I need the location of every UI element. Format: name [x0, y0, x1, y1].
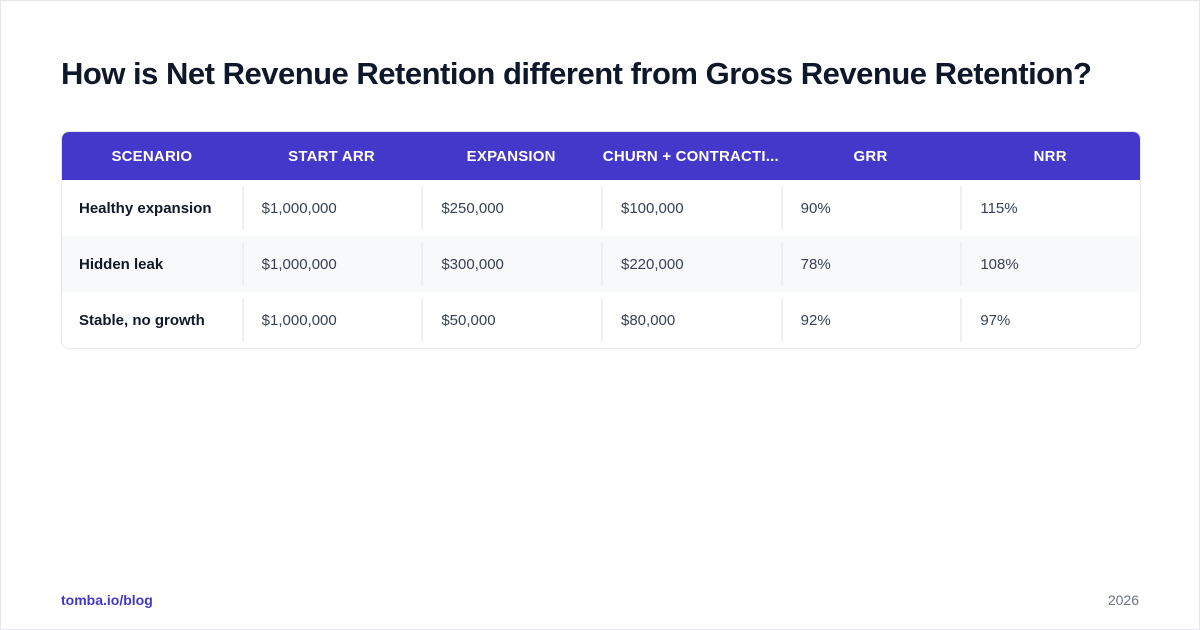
cell-grr: 90% [780, 186, 961, 230]
table-header: SCENARIO START ARR EXPANSION CHURN + CON… [62, 132, 1140, 180]
page-title: How is Net Revenue Retention different f… [61, 56, 1092, 91]
header-label: GRR [853, 147, 888, 165]
source-link[interactable]: tomba.io/blog [61, 592, 153, 608]
cell-grr: 78% [780, 242, 961, 286]
cell-scenario: Healthy expansion [79, 199, 212, 217]
comparison-table: SCENARIO START ARR EXPANSION CHURN + CON… [61, 131, 1141, 349]
cell-churn: $220,000 [601, 242, 781, 286]
cell-grr: 92% [780, 298, 961, 342]
table-row: Healthy expansion $1,000,000 $250,000 $1… [62, 180, 1140, 236]
cell-start-arr: $1,000,000 [241, 186, 422, 230]
cell-start-arr: $1,000,000 [241, 242, 422, 286]
cell-nrr: 108% [960, 242, 1140, 286]
cell-scenario: Hidden leak [79, 255, 164, 273]
header-churn-contraction: CHURN + CONTRACTI... [601, 132, 781, 180]
header-start-arr: START ARR [242, 132, 422, 180]
header-expansion: EXPANSION [421, 132, 601, 180]
cell-churn: $100,000 [601, 186, 781, 230]
header-grr: GRR [781, 132, 961, 180]
table-row: Hidden leak $1,000,000 $300,000 $220,000… [62, 236, 1140, 292]
header-nrr: NRR [960, 132, 1140, 180]
cell-churn: $80,000 [601, 298, 781, 342]
cell-start-arr: $1,000,000 [241, 298, 422, 342]
table-row: Stable, no growth $1,000,000 $50,000 $80… [62, 292, 1140, 348]
header-scenario: SCENARIO [62, 132, 242, 180]
year-label: 2026 [1107, 592, 1139, 608]
cell-scenario: Stable, no growth [79, 311, 205, 329]
header-label: EXPANSION [466, 147, 556, 165]
cell-expansion: $50,000 [421, 298, 601, 342]
cell-nrr: 97% [960, 298, 1140, 342]
header-label: CHURN + CONTRACTI... [602, 147, 779, 165]
header-label: START ARR [288, 147, 375, 165]
header-label: NRR [1033, 147, 1067, 165]
cell-expansion: $250,000 [421, 186, 601, 230]
cell-expansion: $300,000 [421, 242, 601, 286]
cell-nrr: 115% [960, 186, 1140, 230]
header-label: SCENARIO [111, 147, 193, 165]
